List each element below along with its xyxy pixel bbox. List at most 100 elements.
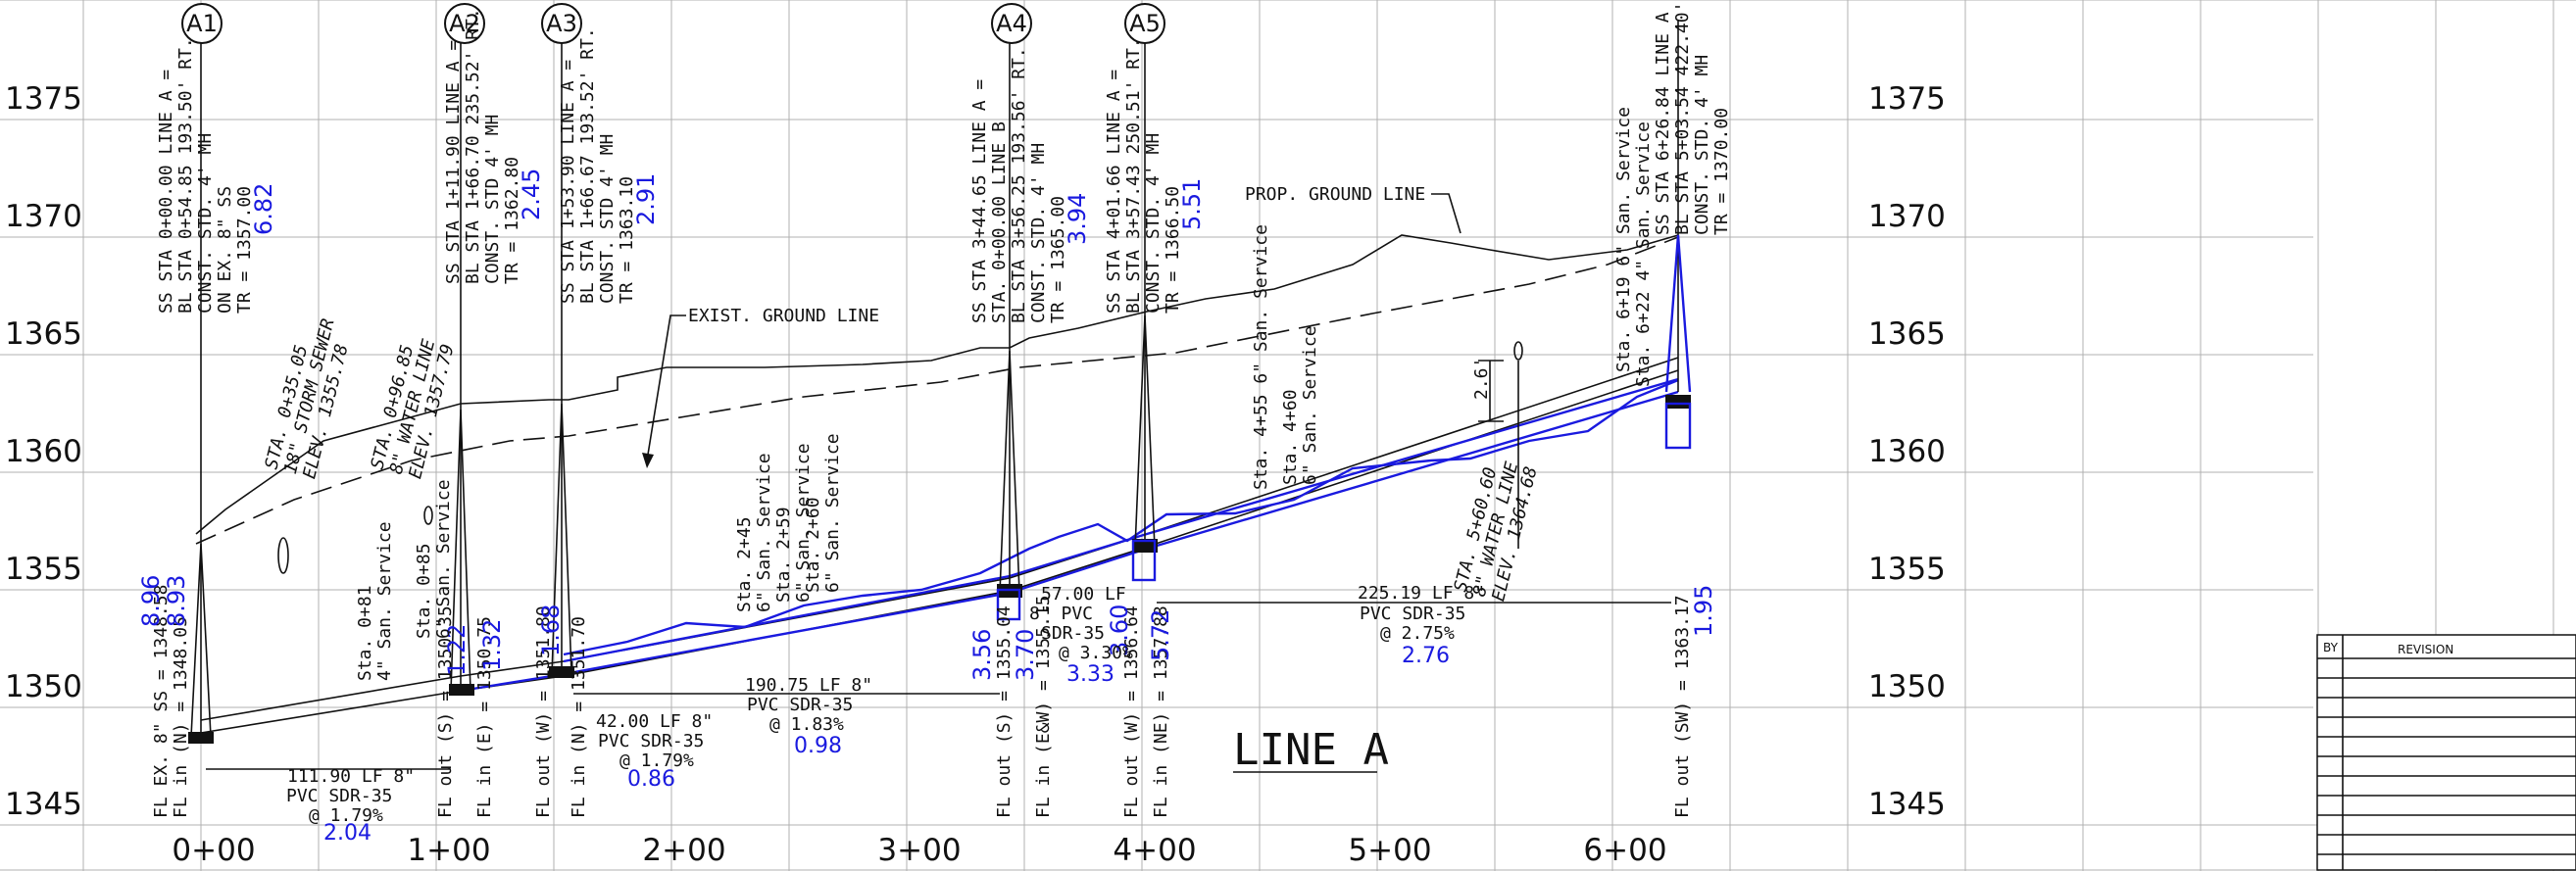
svg-text:EXIST. GROUND LINE: EXIST. GROUND LINE [688,306,879,326]
manhole-bubble [181,3,223,44]
svg-text:FL out (S) = 1350.35: FL out (S) = 1350.35 [435,605,456,818]
fl-value: 5.72 [1147,609,1174,661]
station-label: 0+00 [172,833,255,868]
svg-text:PROP. GROUND LINE: PROP. GROUND LINE [1245,184,1425,205]
slope-value: 3.33 [1066,662,1115,687]
svg-text:PVC SDR-35: PVC SDR-35 [598,731,704,751]
pipe-label-3: 190.75 LF 8" PVC SDR-35 @ 1.83% 0.98 [573,675,1000,758]
svg-text:FL in (NE) = 1357.88: FL in (NE) = 1357.88 [1151,605,1171,818]
manhole-a5[interactable] [1131,39,1158,582]
depth-value: 6.82 [250,183,277,235]
manhole-a5-notes: SS STA 4+01.66 LINE A = BL STA 3+57.43 2… [1104,37,1206,314]
svg-text:BL STA 3+57.43 250.51' RT.: BL STA 3+57.43 250.51' RT. [1123,37,1144,314]
rev-revision-header: REVISION [2398,643,2453,656]
svg-text:@ 1.79%: @ 1.79% [309,805,383,826]
manhole-a3[interactable] [549,39,574,678]
station-label: 6+00 [1583,833,1666,868]
manhole-a1[interactable] [188,39,214,744]
elev-label: 1375 [5,81,82,117]
rev-by-header: BY [2323,641,2339,654]
service-2-45: Sta. 2+45 6" San. Service [734,453,774,612]
storm-sewer-crossing [277,537,289,574]
station-axis: 0+00 1+00 2+00 3+00 4+00 5+00 6+00 [172,833,1666,868]
fl-value: 8.93 [163,575,190,627]
svg-text:BL STA 1+66.67 193.52' RT.: BL STA 1+66.67 193.52' RT. [577,27,598,304]
pipe-label-4: 57.00 LF 8" PVC SDR-35 @ 3.30% 3.33 [1029,584,1133,687]
svg-text:BL STA 1+66.70 235.52' RT.: BL STA 1+66.70 235.52' RT. [463,8,483,284]
svg-text:Sta. 4+55 6" San. Service: Sta. 4+55 6" San. Service [1251,224,1271,490]
depth-value: 3.94 [1064,193,1091,245]
svg-text:6" San. Service: 6" San. Service [822,433,843,593]
new-sewer-pipe [563,377,1679,663]
fl-a1: FL EX. 8" SS = 1348.58 FL in (N) = 1348.… [137,575,191,818]
manhole-id: A5 [1129,10,1161,37]
svg-text:SS STA 1+53.90 LINE A =: SS STA 1+53.90 LINE A = [558,60,578,304]
water-line-crossing [1513,341,1523,361]
svg-text:SS STA 4+01.66 LINE A =: SS STA 4+01.66 LINE A = [1104,70,1124,314]
svg-text:6" San. Service: 6" San. Service [1300,325,1320,485]
prop-ground-callout: PROP. GROUND LINE [1245,184,1461,234]
svg-text:CONST. STD. 4' MH: CONST. STD. 4' MH [1143,133,1164,314]
slope-value: 2.76 [1402,644,1450,668]
water-line-crossing [423,506,433,525]
svg-text:8" PVC: 8" PVC [1029,604,1093,624]
svg-text:Sta. 2+45: Sta. 2+45 [734,516,755,612]
svg-text:TR = 1366.50: TR = 1366.50 [1163,186,1183,314]
manhole-a2[interactable] [449,39,474,696]
svg-text:Sta. 0+85: Sta. 0+85 [414,543,434,639]
svg-text:TR = 1365.00: TR = 1365.00 [1048,196,1068,323]
slope-value: 0.98 [794,734,842,758]
exist-ground-callout: EXIST. GROUND LINE [642,306,879,468]
pipe-label-1: 111.90 LF 8" PVC SDR-35 @ 1.79% 2.04 [206,766,451,846]
svg-text:SS STA 3+44.65 LINE A =: SS STA 3+44.65 LINE A = [969,79,990,323]
manhole-end[interactable] [1664,20,1692,450]
svg-text:CONST. STD. 4' MH: CONST. STD. 4' MH [1028,143,1049,323]
station-label: 3+00 [877,833,961,868]
station-label: 4+00 [1113,833,1196,868]
svg-text:Sta. 2+59: Sta. 2+59 [773,507,794,603]
manhole-a4[interactable] [996,39,1022,621]
svg-text:@ 3.30%: @ 3.30% [1059,643,1133,663]
manhole-bubble [1124,3,1165,44]
elev-label: 1345 [1868,787,1946,822]
svg-text:57.00 LF: 57.00 LF [1041,584,1126,605]
svg-text:Sta. 6+22 4" San. Service: Sta. 6+22 4" San. Service [1633,121,1654,387]
elev-label: 1350 [5,669,82,704]
crossing-water-line-2: STA. 5+60.60 8" WATER LINE ELEV. 1364.68 [1450,460,1541,604]
proposed-ground-line [195,234,1679,535]
svg-text:BL STA 3+56.25 193.56' RT.: BL STA 3+56.25 193.56' RT. [1009,47,1029,323]
elev-label: 1375 [1868,81,1946,117]
elev-label: 1355 [5,552,82,587]
svg-text:FL out (W) = 1351.80: FL out (W) = 1351.80 [533,605,554,818]
svg-text:FL EX. 8" SS = 1348.58: FL EX. 8" SS = 1348.58 [151,585,172,818]
manhole-a4-notes: SS STA 3+44.65 LINE A = STA. 0+00.00 LIN… [969,47,1091,323]
svg-text:Sta. 6+19 6" San. Service: Sta. 6+19 6" San. Service [1613,107,1634,372]
svg-text:BL STA 5+03.54 422.40': BL STA 5+03.54 422.40' [1672,2,1693,235]
svg-text:SS STA 6+26.84 LINE A: SS STA 6+26.84 LINE A [1653,12,1673,235]
fl-a2: FL out (S) = 1350.35 FL in (E) = 1350.75… [435,605,506,818]
svg-text:PVC SDR-35: PVC SDR-35 [1360,604,1465,624]
svg-text:TR = 1363.10: TR = 1363.10 [617,176,637,304]
elevation-axis-left: 1375 1370 1365 1360 1355 1350 1345 [5,81,82,822]
service-4-60: Sta. 4+60 6" San. Service [1280,325,1320,485]
slope-value: 0.86 [627,767,675,792]
service-6-19: Sta. 6+19 6" San. Service [1613,107,1634,372]
elev-label: 1355 [1868,552,1946,587]
cover-dimension: 2.6' [1471,358,1504,422]
svg-text:@ 2.75%: @ 2.75% [1380,623,1455,644]
svg-text:CONST. STD 4' MH: CONST. STD 4' MH [597,134,618,304]
pipe-label-2: 42.00 LF 8" PVC SDR-35 @ 1.79% 0.86 [596,711,713,792]
svg-text:FL in (N) = 1348.05: FL in (N) = 1348.05 [171,616,191,818]
service-6-22: Sta. 6+22 4" San. Service [1633,121,1654,387]
svg-text:CONST. STD. 4' MH: CONST. STD. 4' MH [195,133,216,314]
svg-text:@ 1.79%: @ 1.79% [619,750,694,771]
svg-text:FL out (SW) = 1363.17: FL out (SW) = 1363.17 [1672,595,1693,818]
service-2-60: Sta. 2+60 6" San. Service [803,433,843,593]
svg-text:BL STA 0+54.85 193.50' RT.: BL STA 0+54.85 193.50' RT. [175,37,196,314]
fl-value: 1.68 [537,605,565,656]
elev-label: 1370 [5,199,82,234]
svg-text:2.6': 2.6' [1471,358,1492,400]
svg-text:190.75 LF 8": 190.75 LF 8" [745,675,872,696]
manhole-a1-notes: SS STA 0+00.00 LINE A = BL STA 0+54.85 1… [156,37,277,314]
